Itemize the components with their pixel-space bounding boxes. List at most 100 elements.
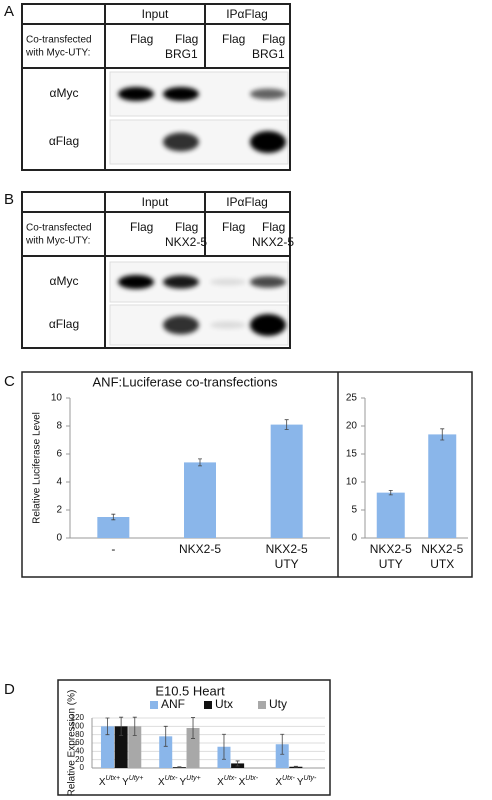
y-tick-label: 25 [346,393,358,404]
lane-label: Flag [175,32,198,46]
legend-label: ANF [161,697,185,711]
x-tick-label: NKX2-5 [266,542,308,556]
bar [128,726,142,768]
band [118,87,154,101]
header: IPαFlag [226,7,268,21]
y-tick-label: 20 [346,421,358,432]
x-tick-part: Y [122,777,129,788]
x-tick-label: NKX2-5 [370,542,412,556]
y-tick-label: 0 [56,533,62,544]
error-bar [111,513,116,521]
band [118,275,154,289]
y-tick-label: 15 [346,449,358,460]
error-bar [198,458,202,467]
band [210,278,246,286]
row-label: Co-transfected [26,223,92,234]
bar [275,744,289,768]
y-tick-label: 10 [346,477,358,488]
x-tick-part: Y [297,777,304,788]
legend-swatch [258,701,266,709]
legend-label: Utx [215,697,233,711]
error-bar [132,716,137,736]
error-bar [284,419,289,430]
lane-label: Flag [262,32,285,46]
lane-label: Flag [130,32,153,46]
y-tick-label: 2 [56,505,62,516]
superscript: Utx- [165,775,179,782]
panel-label: A [4,3,14,20]
x-tick-label: XUtx- YUty- [275,775,317,788]
error-bar [388,490,393,496]
antibody-label: αMyc [50,274,79,288]
superscript: Utx- [245,775,259,782]
band [250,314,286,336]
row-label: Co-transfected [26,35,92,46]
bar [186,728,200,768]
y-tick-label: 10 [51,393,63,404]
y-tick-label: 40 [75,746,84,755]
error-bar [293,765,298,768]
band [163,275,199,289]
error-bar [105,717,110,736]
table-border [21,3,291,171]
y-tick-label: 4 [56,477,62,488]
error-bar [191,717,196,739]
x-tick-label: XUtx- YUty+ [158,775,201,788]
bar [114,726,128,768]
band [163,315,199,335]
x-tick-label: UTY [379,557,403,571]
lane-label: Flag [222,32,245,46]
x-tick-part: Y [180,777,187,788]
x-tick-part: X [99,777,106,788]
header: Input [142,7,169,21]
error-bar [221,733,226,760]
error-bar [119,716,124,736]
lane-label: NKX2-5 [252,235,294,249]
y-tick-label: 20 [75,755,84,764]
y-tick-label: 5 [351,505,357,516]
table-border [21,191,291,349]
x-tick-part: X [275,777,282,788]
header: Input [142,195,169,209]
bar [270,424,303,538]
x-tick-label: XUtx- XUtx- [217,775,259,788]
x-tick-label: - [111,542,115,556]
bar [159,736,173,768]
chart-title: E10.5 Heart [155,683,225,698]
y-tick-label: 0 [80,763,85,772]
error-bar [280,733,285,755]
panel-d-box [57,679,331,796]
legend-swatch [150,701,158,709]
lane-label: Flag [222,220,245,234]
x-tick-label: UTX [430,557,454,571]
x-tick-label: NKX2-5 [179,542,221,556]
superscript: Utx- [224,775,238,782]
error-bar [235,760,240,767]
y-tick-label: 120 [71,713,85,722]
band [163,87,199,101]
bar [376,492,405,538]
error-bar [177,766,182,768]
lane-label: Flag [175,220,198,234]
x-tick-label: XUtx+ YUty+ [99,775,144,788]
legend-label: Uty [269,697,287,711]
panel-label: C [4,373,15,390]
error-bar [440,428,445,441]
lane-label: Flag [262,220,285,234]
x-tick-part: X [217,777,224,788]
row-label: with Myc-UTY: [25,236,90,247]
y-tick-label: 6 [56,449,62,460]
band [250,131,286,153]
y-tick-label: 60 [75,738,84,747]
y-axis-label: Relative Luciferase Level [32,412,43,524]
y-tick-label: 0 [351,533,357,544]
superscript: Uty- [304,775,318,782]
superscript: Utx- [282,775,296,782]
lane-label: NKX2-5 [165,235,207,249]
x-tick-label: UTY [275,557,299,571]
antibody-label: αFlag [49,317,79,331]
y-tick-label: 80 [75,730,84,739]
y-axis-label: Relative Expression (%) [67,690,78,797]
antibody-label: αMyc [50,86,79,100]
